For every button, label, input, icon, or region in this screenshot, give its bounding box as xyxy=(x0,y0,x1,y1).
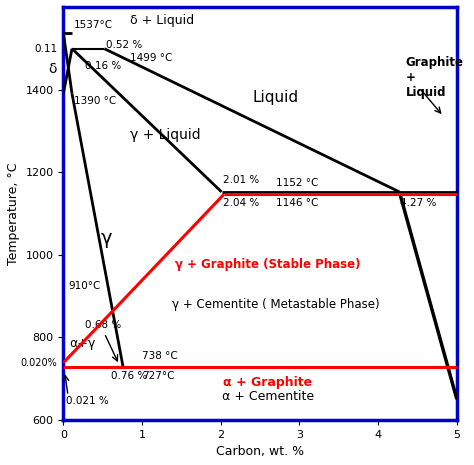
Text: γ: γ xyxy=(101,229,112,248)
Y-axis label: Temperature, °C: Temperature, °C xyxy=(7,162,20,265)
Text: 1152 °C: 1152 °C xyxy=(276,178,318,188)
Text: 0.021 %: 0.021 % xyxy=(66,396,109,406)
Text: 2.04 %: 2.04 % xyxy=(223,198,259,208)
Text: δ + Liquid: δ + Liquid xyxy=(130,13,194,27)
Text: α+γ: α+γ xyxy=(70,337,96,350)
Text: 727°C: 727°C xyxy=(142,371,174,381)
Text: Liquid: Liquid xyxy=(253,90,299,105)
Text: α + Cementite: α + Cementite xyxy=(222,390,314,403)
Text: Graphite
+
Liquid: Graphite + Liquid xyxy=(406,56,464,99)
Text: 738 °C: 738 °C xyxy=(142,351,178,361)
Text: α + Graphite: α + Graphite xyxy=(223,376,312,389)
Text: γ + Cementite ( Metastable Phase): γ + Cementite ( Metastable Phase) xyxy=(172,298,380,311)
Text: 0.52 %: 0.52 % xyxy=(106,40,142,50)
Text: γ + Graphite (Stable Phase): γ + Graphite (Stable Phase) xyxy=(175,259,361,272)
Text: 1537°C: 1537°C xyxy=(73,20,113,31)
X-axis label: Carbon, wt. %: Carbon, wt. % xyxy=(216,445,304,458)
Text: 0.76 %: 0.76 % xyxy=(110,371,147,381)
Text: 1146 °C: 1146 °C xyxy=(276,198,318,208)
Text: 910°C: 910°C xyxy=(68,281,100,291)
Text: 4.27 %: 4.27 % xyxy=(400,198,437,208)
Text: 0.11: 0.11 xyxy=(34,44,57,53)
Text: 0.16 %: 0.16 % xyxy=(85,61,122,71)
Text: 0.020%: 0.020% xyxy=(20,358,57,368)
Text: 1390 °C: 1390 °C xyxy=(73,96,116,106)
Text: 1499 °C: 1499 °C xyxy=(130,53,173,63)
Text: 2.01 %: 2.01 % xyxy=(223,175,259,185)
Text: δ: δ xyxy=(48,62,57,76)
Text: γ + Liquid: γ + Liquid xyxy=(130,128,201,142)
Text: 0.68 %: 0.68 % xyxy=(85,320,122,330)
